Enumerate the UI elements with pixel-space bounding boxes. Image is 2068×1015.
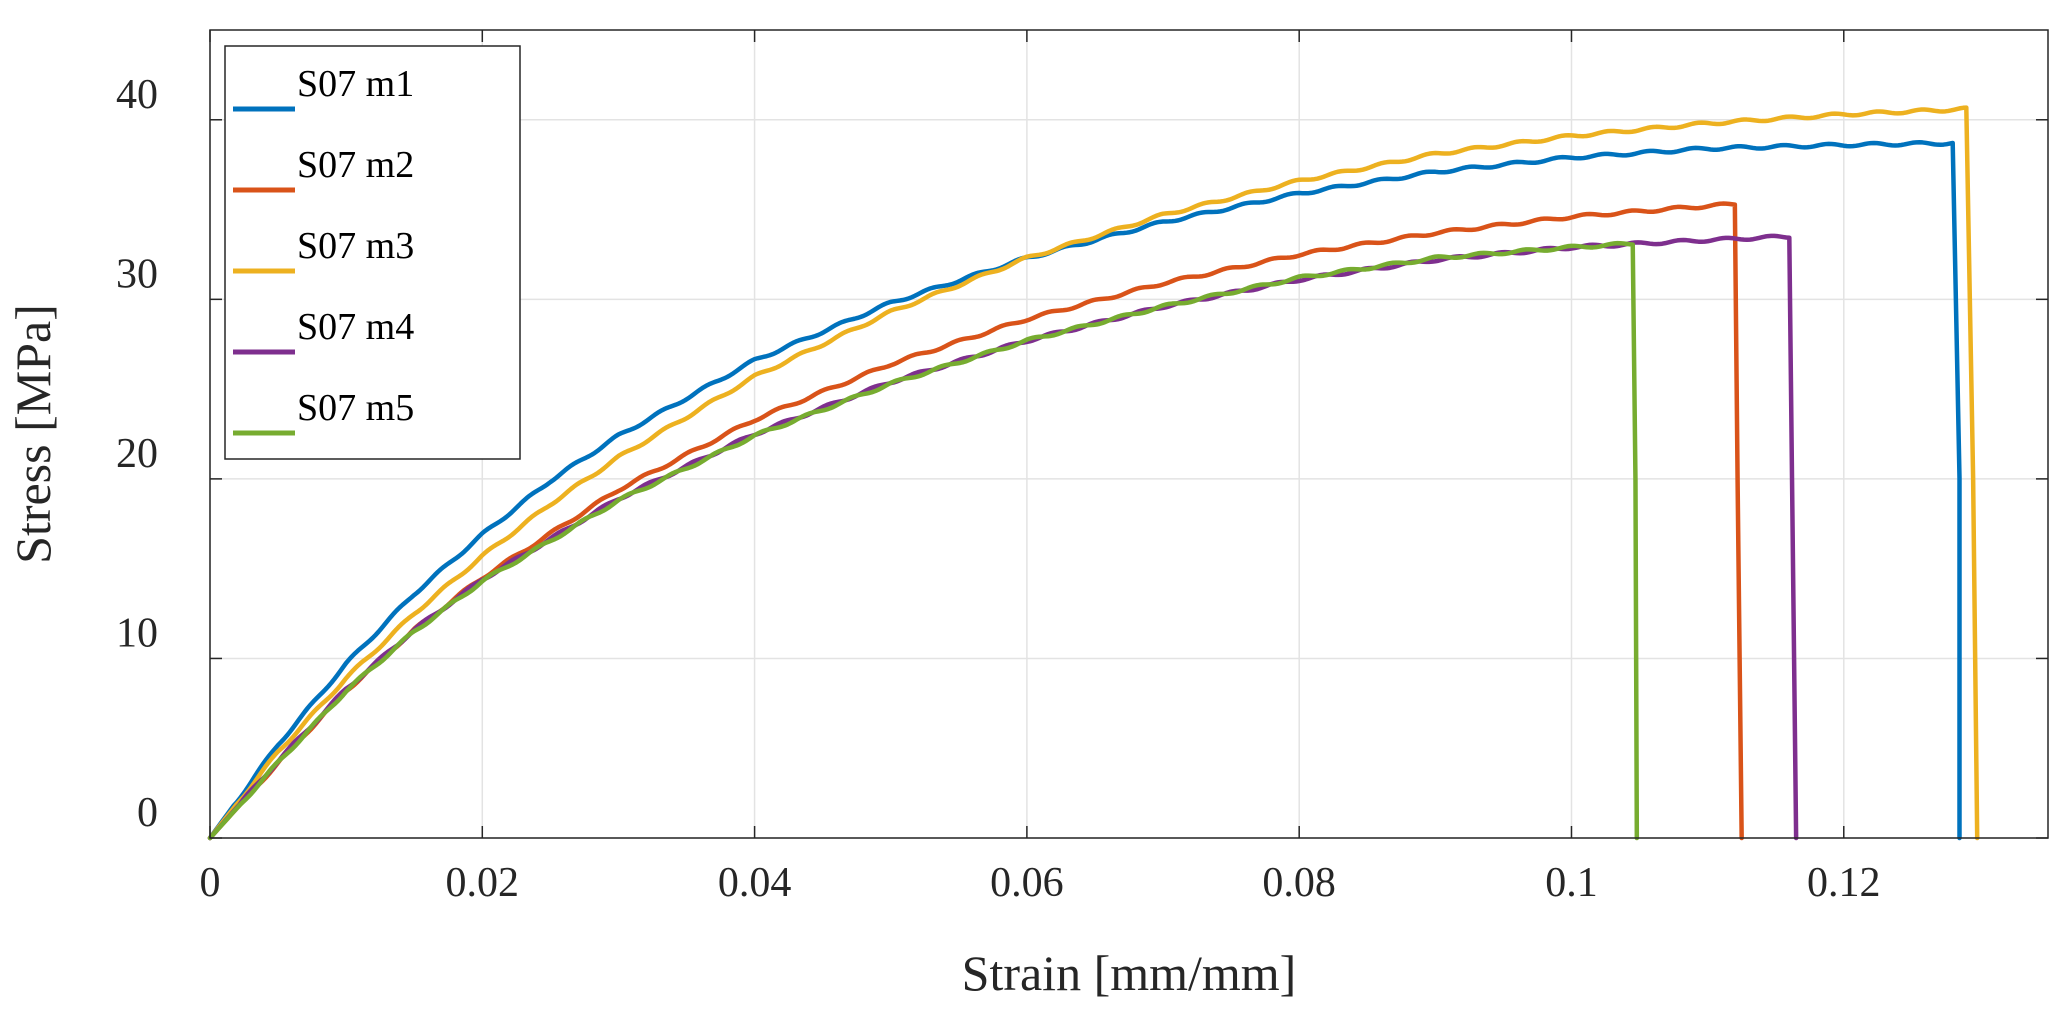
y-tick-label: 0	[137, 790, 158, 836]
x-tick-label: 0.04	[718, 860, 792, 906]
y-tick-label: 10	[116, 610, 158, 656]
series-line-s07-m5	[207, 240, 1640, 841]
legend-label: S07 m4	[297, 306, 414, 348]
legend-label: S07 m1	[297, 63, 414, 105]
y-axis-title: Stress [MPa]	[5, 304, 61, 564]
axis-tick-labels: 0 0.02 0.04 0.06 0.08 0.1 0.12 0 10 20 30 40	[116, 72, 1881, 906]
x-tick-label: 0.1	[1545, 860, 1598, 906]
x-axis-title: Strain [mm/mm]	[962, 945, 1297, 1001]
y-tick-label: 40	[116, 72, 158, 118]
legend: S07 m1 S07 m2 S07 m3 S07 m4 S07 m5	[224, 45, 521, 460]
y-tick-label: 20	[116, 431, 158, 477]
x-tick-label: 0.12	[1807, 860, 1881, 906]
legend-label: S07 m2	[297, 144, 414, 186]
y-tick-label: 30	[116, 251, 158, 297]
legend-box	[224, 45, 521, 460]
series-lines	[207, 105, 1980, 841]
series-line-s07-m3	[207, 105, 1980, 841]
axis-ticks	[209, 30, 2048, 839]
x-tick-label: 0.06	[990, 860, 1064, 906]
x-tick-label: 0	[200, 860, 221, 906]
legend-label: S07 m5	[297, 387, 414, 429]
series-line-s07-m1	[207, 140, 1962, 841]
plot-area-frame	[209, 29, 2049, 839]
x-tick-label: 0.02	[446, 860, 520, 906]
x-tick-label: 0.08	[1262, 860, 1336, 906]
legend-label: S07 m3	[297, 225, 414, 267]
